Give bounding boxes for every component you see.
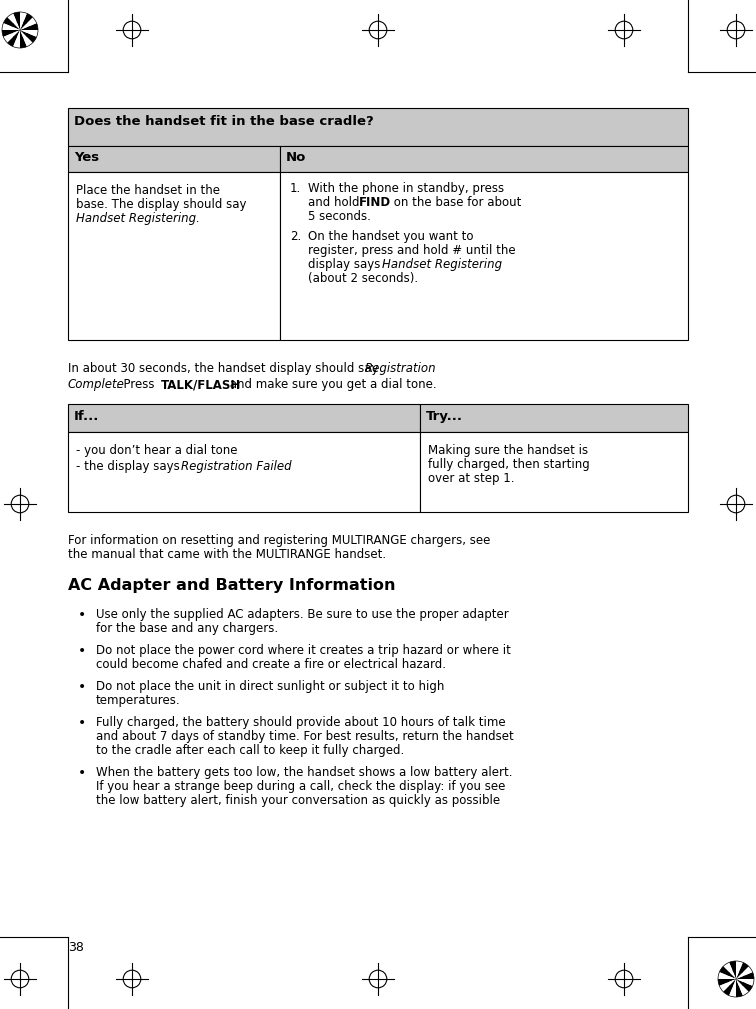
Text: •: • (78, 680, 86, 694)
Polygon shape (723, 979, 736, 996)
Text: When the battery gets too low, the handset shows a low battery alert.: When the battery gets too low, the hands… (96, 766, 513, 779)
Text: •: • (78, 644, 86, 658)
Text: the manual that came with the MULTIRANGE handset.: the manual that came with the MULTIRANGE… (68, 548, 386, 561)
Text: Complete: Complete (68, 378, 125, 391)
Text: TALK/FLASH: TALK/FLASH (161, 378, 241, 391)
Text: If you hear a strange beep during a call, check the display: if you see: If you hear a strange beep during a call… (96, 780, 505, 793)
Polygon shape (20, 30, 33, 46)
Text: 2.: 2. (290, 230, 301, 243)
Text: for the base and any chargers.: for the base and any chargers. (96, 622, 278, 635)
Text: •: • (78, 766, 86, 780)
Polygon shape (13, 30, 20, 48)
Text: 38: 38 (68, 941, 84, 954)
Text: Do not place the unit in direct sunlight or subject it to high: Do not place the unit in direct sunlight… (96, 680, 445, 693)
Polygon shape (718, 979, 736, 986)
Text: and about 7 days of standby time. For best results, return the handset: and about 7 days of standby time. For be… (96, 730, 514, 743)
Text: Handset Registering: Handset Registering (382, 258, 502, 271)
Text: the low battery alert, finish your conversation as quickly as possible: the low battery alert, finish your conve… (96, 794, 500, 807)
Polygon shape (13, 12, 20, 30)
Text: Fully charged, the battery should provide about 10 hours of talk time: Fully charged, the battery should provid… (96, 716, 506, 728)
Polygon shape (20, 13, 33, 30)
Polygon shape (20, 30, 36, 42)
Text: FIND: FIND (359, 196, 391, 209)
Text: 1.: 1. (290, 182, 301, 195)
Bar (420, 404, 688, 432)
Text: - the display says: - the display says (76, 460, 184, 473)
Polygon shape (3, 30, 20, 42)
Polygon shape (20, 17, 36, 30)
Polygon shape (723, 963, 736, 979)
Text: . Press: . Press (116, 378, 158, 391)
Text: Registration Failed: Registration Failed (181, 460, 292, 473)
Polygon shape (736, 963, 748, 979)
Text: could become chafed and create a fire or electrical hazard.: could become chafed and create a fire or… (96, 658, 446, 671)
Polygon shape (20, 30, 27, 48)
Bar (68, 432, 420, 512)
Text: over at step 1.: over at step 1. (428, 472, 515, 485)
Polygon shape (20, 23, 38, 30)
Polygon shape (736, 979, 748, 996)
Polygon shape (729, 979, 736, 997)
Polygon shape (20, 30, 38, 37)
Text: and make sure you get a dial tone.: and make sure you get a dial tone. (226, 378, 437, 391)
Text: register, press and hold # until the: register, press and hold # until the (308, 244, 516, 257)
Text: Try...: Try... (426, 410, 463, 423)
Text: fully charged, then starting: fully charged, then starting (428, 458, 590, 471)
Text: on the base for about: on the base for about (390, 196, 522, 209)
Polygon shape (720, 967, 736, 979)
Text: base. The display should say: base. The display should say (76, 198, 246, 211)
Text: AC Adapter and Battery Information: AC Adapter and Battery Information (68, 578, 395, 593)
Text: to the cradle after each call to keep it fully charged.: to the cradle after each call to keep it… (96, 744, 404, 757)
Polygon shape (736, 979, 753, 992)
Text: Use only the supplied AC adapters. Be sure to use the proper adapter: Use only the supplied AC adapters. Be su… (96, 608, 509, 621)
Polygon shape (2, 30, 20, 37)
Polygon shape (736, 979, 743, 997)
Text: In about 30 seconds, the handset display should say: In about 30 seconds, the handset display… (68, 362, 383, 375)
Text: Registration: Registration (365, 362, 437, 375)
Polygon shape (8, 30, 20, 46)
Text: With the phone in standby, press: With the phone in standby, press (308, 182, 504, 195)
Polygon shape (8, 13, 20, 30)
Polygon shape (2, 23, 20, 30)
Text: Handset Registering.: Handset Registering. (76, 212, 200, 225)
Text: temperatures.: temperatures. (96, 694, 181, 707)
Text: Do not place the power cord where it creates a trip hazard or where it: Do not place the power cord where it cre… (96, 644, 511, 657)
Text: and hold: and hold (308, 196, 363, 209)
Bar (68, 172, 280, 340)
Text: •: • (78, 716, 86, 730)
Polygon shape (736, 979, 754, 986)
Text: Making sure the handset is: Making sure the handset is (428, 444, 588, 457)
Polygon shape (718, 972, 736, 979)
Polygon shape (736, 972, 754, 979)
Bar (68, 108, 688, 146)
Bar (420, 432, 688, 512)
Text: - you don’t hear a dial tone: - you don’t hear a dial tone (76, 444, 237, 457)
Polygon shape (736, 961, 743, 979)
Text: Yes: Yes (74, 151, 99, 164)
Text: (about 2 seconds).: (about 2 seconds). (308, 272, 418, 285)
Text: No: No (286, 151, 306, 164)
Text: Place the handset in the: Place the handset in the (76, 184, 220, 197)
Polygon shape (736, 967, 753, 979)
Text: display says: display says (308, 258, 384, 271)
Polygon shape (720, 979, 736, 992)
Polygon shape (729, 961, 736, 979)
Bar (280, 146, 688, 172)
Bar (68, 404, 420, 432)
Text: •: • (78, 608, 86, 622)
Bar (280, 172, 688, 340)
Polygon shape (20, 12, 27, 30)
Text: On the handset you want to: On the handset you want to (308, 230, 473, 243)
Text: 5 seconds.: 5 seconds. (308, 210, 371, 223)
Text: If...: If... (74, 410, 99, 423)
Text: Does the handset fit in the base cradle?: Does the handset fit in the base cradle? (74, 115, 373, 128)
Polygon shape (3, 17, 20, 30)
Bar (68, 146, 280, 172)
Text: For information on resetting and registering MULTIRANGE chargers, see: For information on resetting and registe… (68, 534, 491, 547)
